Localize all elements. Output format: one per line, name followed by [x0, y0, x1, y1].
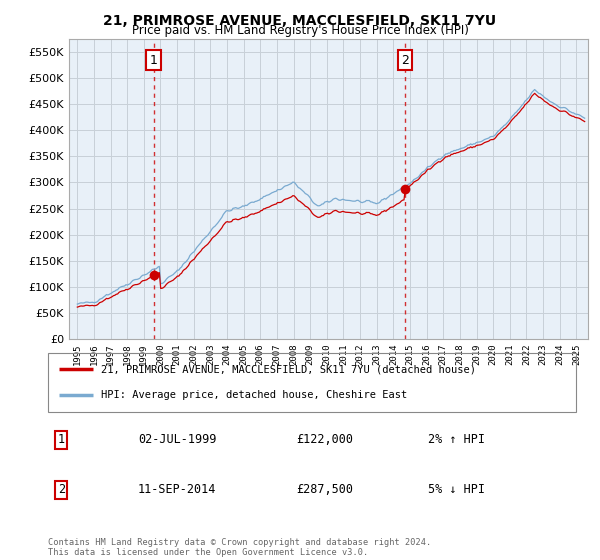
Text: 2% ↑ HPI: 2% ↑ HPI	[428, 433, 485, 446]
Text: £122,000: £122,000	[296, 433, 353, 446]
Text: 2: 2	[58, 483, 65, 496]
Text: Price paid vs. HM Land Registry's House Price Index (HPI): Price paid vs. HM Land Registry's House …	[131, 24, 469, 37]
Text: 11-SEP-2014: 11-SEP-2014	[138, 483, 216, 496]
Text: 21, PRIMROSE AVENUE, MACCLESFIELD, SK11 7YU (detached house): 21, PRIMROSE AVENUE, MACCLESFIELD, SK11 …	[101, 364, 476, 374]
Text: 02-JUL-1999: 02-JUL-1999	[138, 433, 216, 446]
Text: 1: 1	[149, 54, 157, 67]
Text: 5% ↓ HPI: 5% ↓ HPI	[428, 483, 485, 496]
Text: 21, PRIMROSE AVENUE, MACCLESFIELD, SK11 7YU: 21, PRIMROSE AVENUE, MACCLESFIELD, SK11 …	[103, 14, 497, 28]
Text: £287,500: £287,500	[296, 483, 353, 496]
Text: HPI: Average price, detached house, Cheshire East: HPI: Average price, detached house, Ches…	[101, 390, 407, 400]
Text: Contains HM Land Registry data © Crown copyright and database right 2024.
This d: Contains HM Land Registry data © Crown c…	[48, 538, 431, 557]
Text: 2: 2	[401, 54, 409, 67]
Text: 1: 1	[58, 433, 65, 446]
